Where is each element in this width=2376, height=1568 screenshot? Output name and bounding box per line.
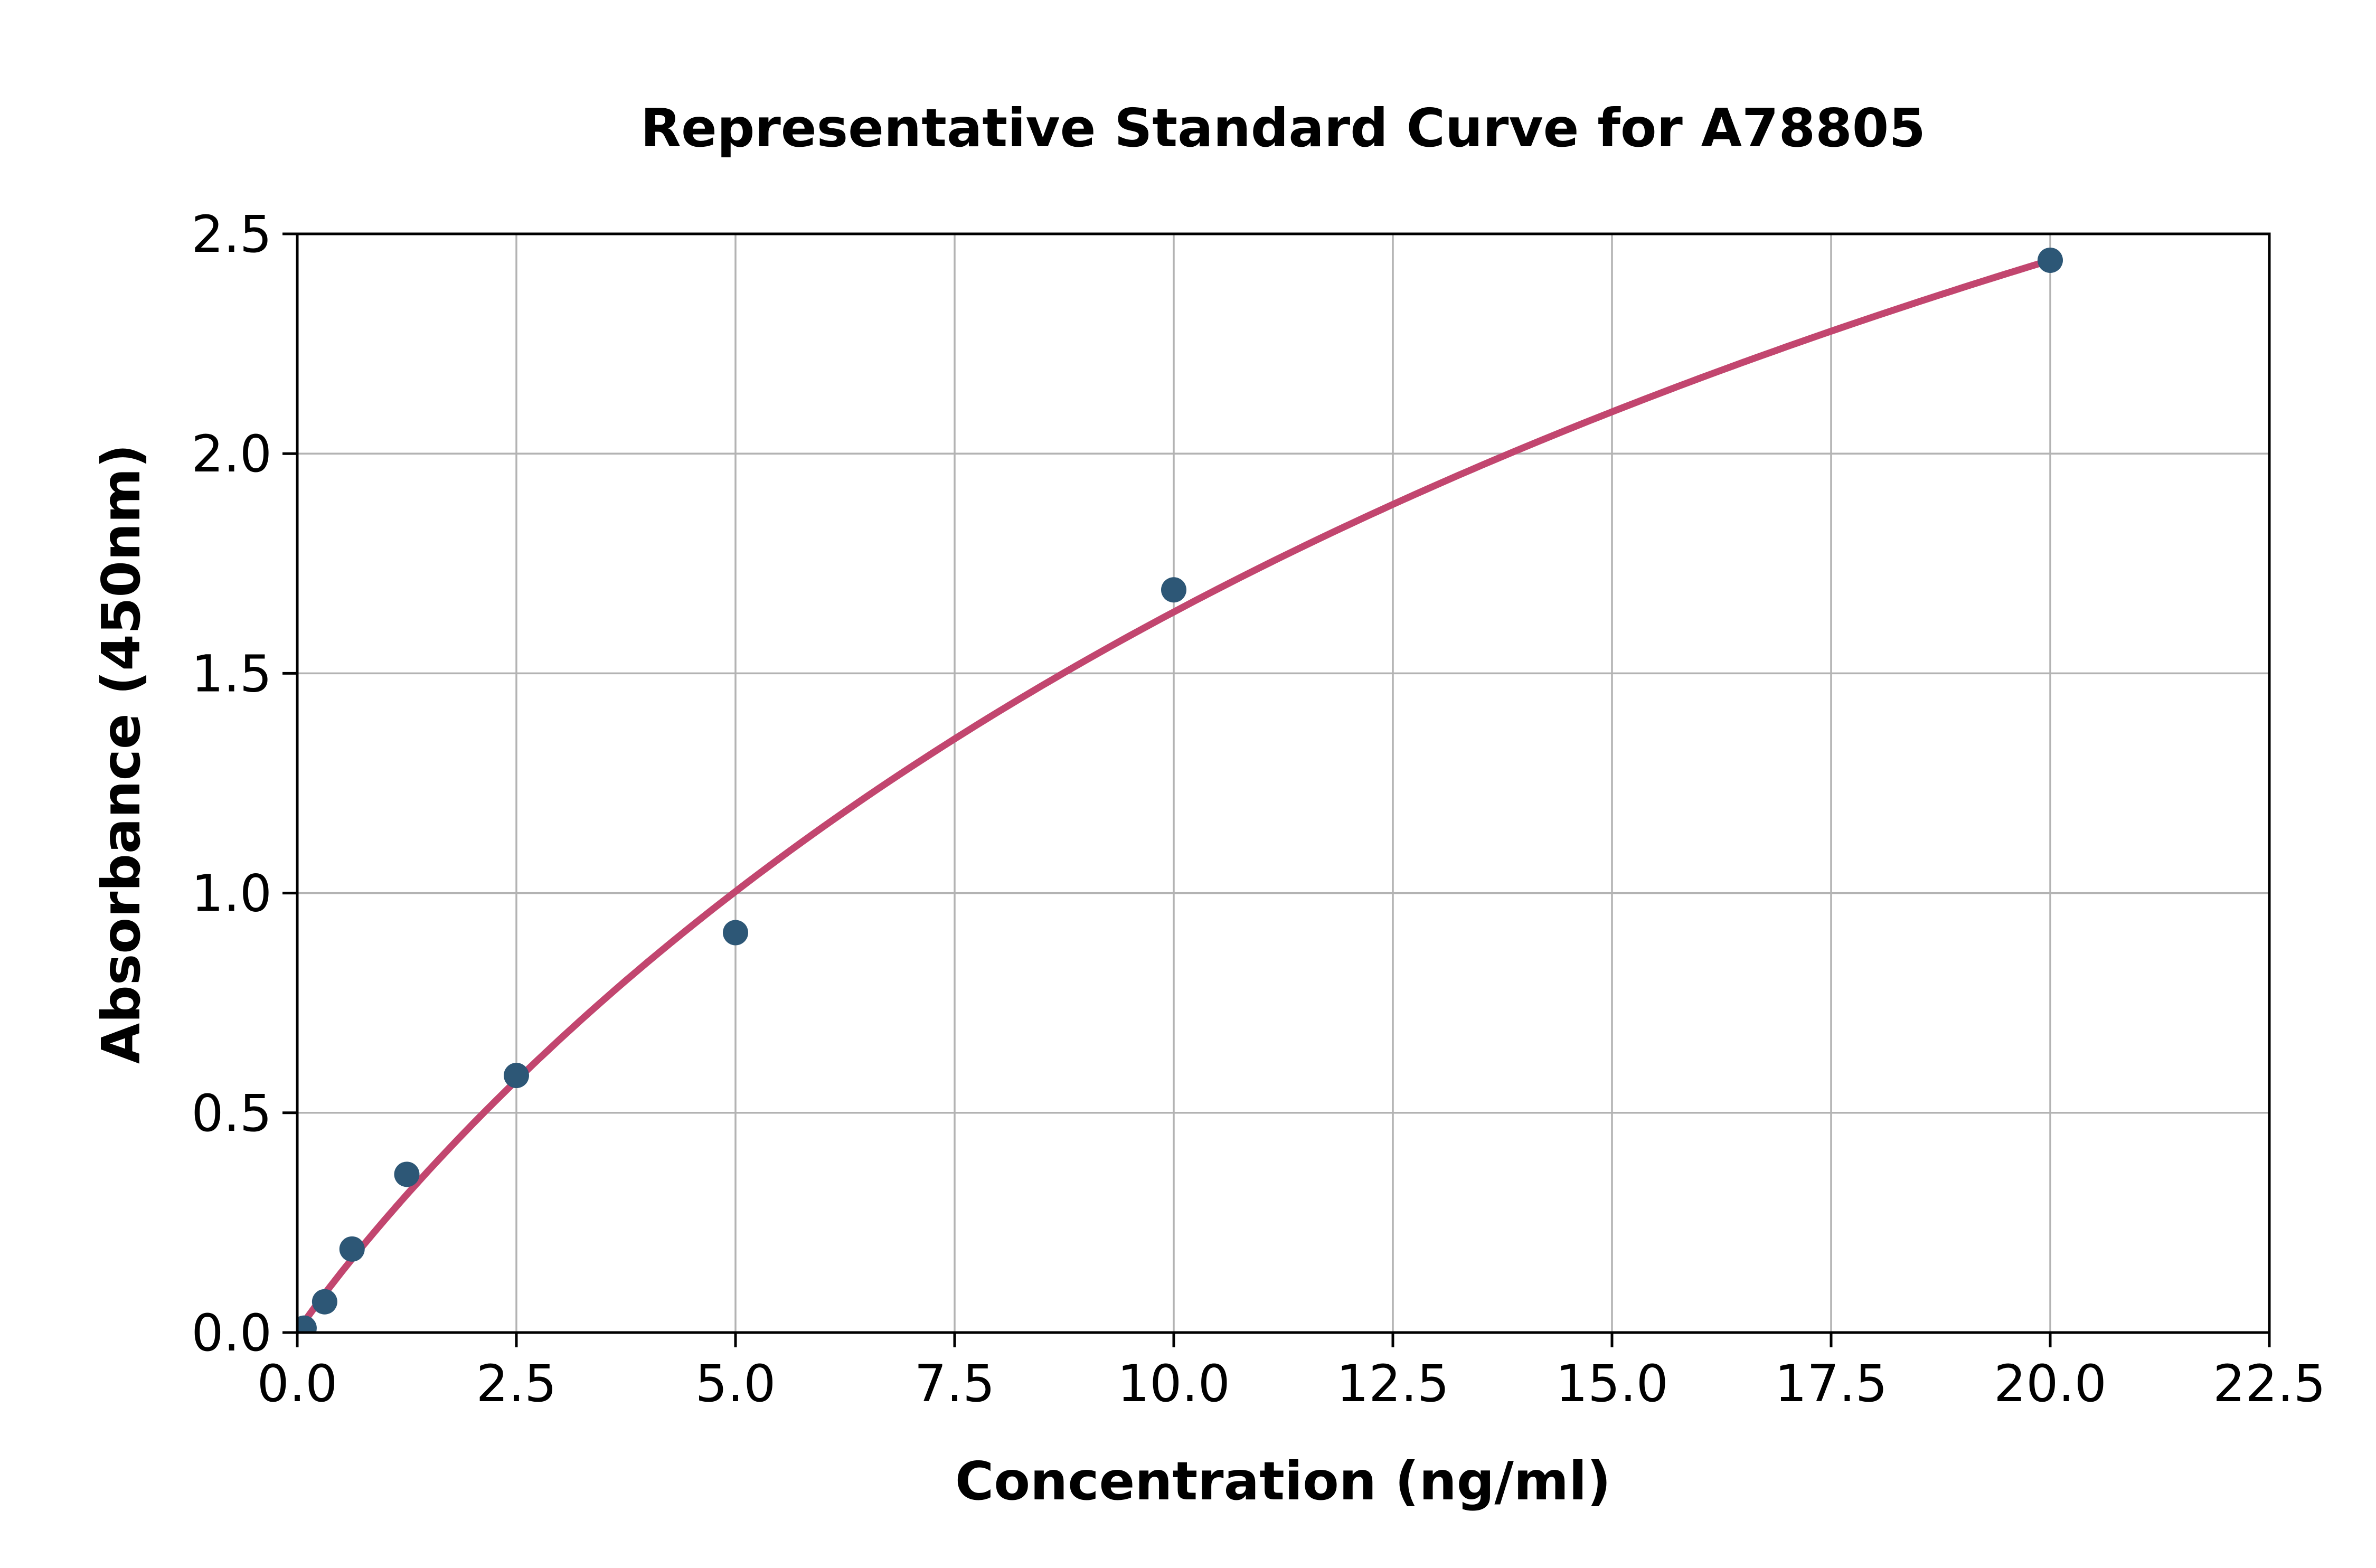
x-axis-label: Concentration (ng/ml) <box>955 1450 1611 1512</box>
y-tick-label: 1.5 <box>191 644 272 703</box>
x-tick-label: 2.5 <box>476 1354 557 1413</box>
data-point <box>1161 577 1186 603</box>
x-tick-label: 12.5 <box>1336 1354 1449 1413</box>
data-point <box>723 920 748 946</box>
x-tick-label: 15.0 <box>1555 1354 1668 1413</box>
x-tick-label: 20.0 <box>1994 1354 2107 1413</box>
x-tick-label: 5.0 <box>695 1354 776 1413</box>
x-tick-label: 17.5 <box>1775 1354 1888 1413</box>
x-tick-label: 10.0 <box>1117 1354 1230 1413</box>
y-tick-label: 0.0 <box>191 1303 272 1363</box>
x-tick-label: 7.5 <box>914 1354 995 1413</box>
data-point <box>504 1063 529 1089</box>
x-tick-label: 22.5 <box>2213 1354 2326 1413</box>
y-tick-label: 2.0 <box>191 424 272 484</box>
y-tick-label: 0.5 <box>191 1084 272 1143</box>
data-point <box>339 1236 365 1262</box>
data-point <box>2038 247 2063 273</box>
data-point <box>312 1289 337 1315</box>
y-tick-label: 1.0 <box>191 864 272 923</box>
data-point <box>394 1161 420 1187</box>
chart-title: Representative Standard Curve for A78805 <box>640 97 1926 159</box>
plot-frame <box>296 232 2271 1334</box>
data-point <box>297 1315 317 1333</box>
fit-curve-line <box>297 257 2054 1333</box>
y-tick-label: 2.5 <box>191 205 272 264</box>
x-tick-label: 0.0 <box>257 1354 338 1413</box>
